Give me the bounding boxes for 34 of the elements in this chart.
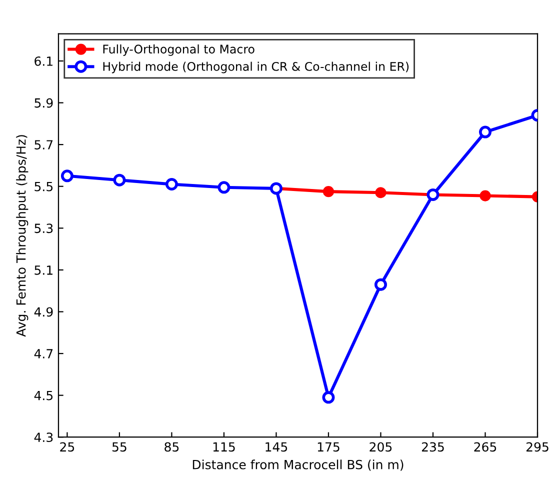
x-tick-label: 205 xyxy=(370,442,392,452)
y-tick-label: 5.5 xyxy=(34,182,53,192)
y-tick-label: 4.9 xyxy=(34,307,53,317)
y-axis-title: Avg. Femto Throughput (bps/Hz) xyxy=(16,135,28,337)
y-tick-label: 5.7 xyxy=(34,140,53,150)
point xyxy=(478,126,492,138)
point xyxy=(322,391,335,404)
x-tick-label: 25 xyxy=(60,442,74,452)
point xyxy=(322,186,334,198)
point xyxy=(375,187,386,198)
legend-label: Hybrid mode (Orthogonal in CR & Co-channel in ER) xyxy=(103,62,409,74)
y-tick-label: 6.1 xyxy=(34,56,52,66)
y-tick-label: 4.5 xyxy=(34,390,53,400)
x-tick-label: 235 xyxy=(422,442,444,452)
point xyxy=(218,181,230,194)
legend-label: Fully-Orthogonal to Macro xyxy=(103,44,254,56)
x-tick-label: 145 xyxy=(266,442,288,452)
x-tick-label: 115 xyxy=(213,442,235,452)
point xyxy=(60,170,74,182)
y-tick-label: 4.3 xyxy=(34,432,53,442)
point xyxy=(113,174,126,186)
x-tick-label: 85 xyxy=(164,442,179,452)
y-tick-label: 5.9 xyxy=(34,98,53,108)
x-tick-label: 295 xyxy=(526,442,548,452)
point xyxy=(480,190,491,202)
y-tick-label: 4.7 xyxy=(34,349,53,358)
x-tick-label: 55 xyxy=(112,442,126,452)
point xyxy=(374,278,387,291)
x-axis-title: Distance from Macrocell BS (in m) xyxy=(192,460,404,471)
x-tick-label: 265 xyxy=(474,442,496,452)
y-tick-label: 5.1 xyxy=(34,266,52,275)
x-tick-label: 175 xyxy=(318,442,340,452)
point xyxy=(165,178,178,191)
y-tick-label: 5.3 xyxy=(34,224,53,234)
